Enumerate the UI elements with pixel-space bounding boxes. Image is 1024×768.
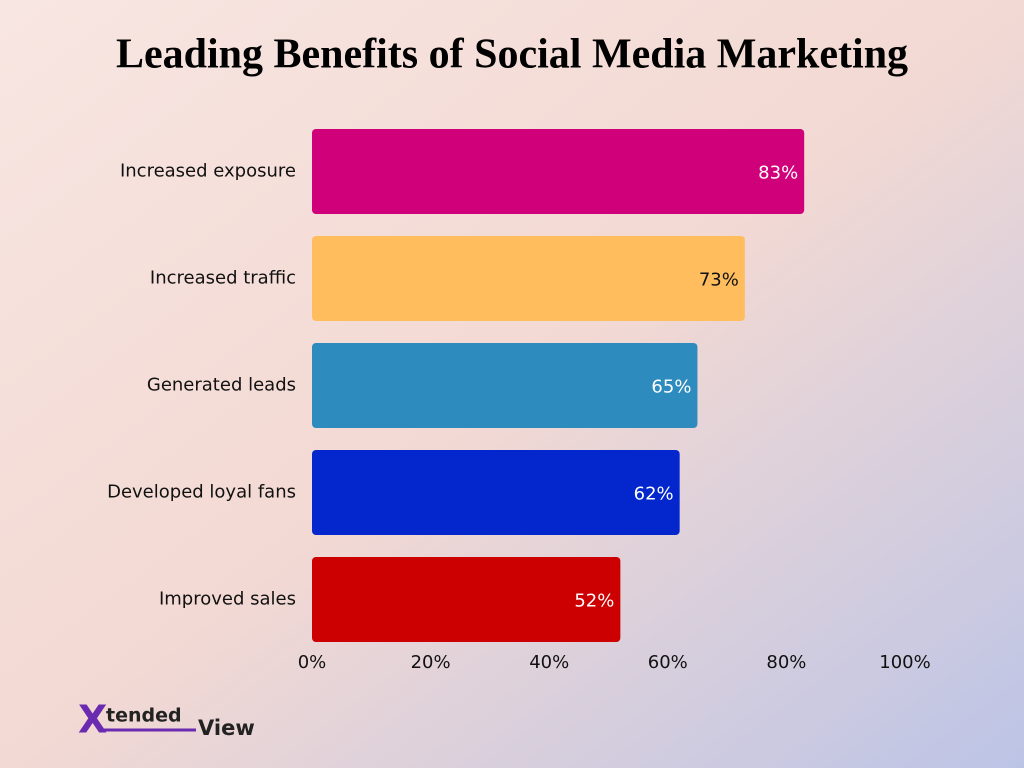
y-tick-label: Increased traffic — [150, 268, 296, 289]
chart-title: Leading Benefits of Social Media Marketi… — [116, 32, 908, 78]
value-label: 73% — [699, 270, 739, 291]
value-label: 52% — [574, 591, 614, 612]
bar — [312, 557, 621, 642]
value-label: 65% — [651, 377, 691, 398]
y-tick-label: Generated leads — [147, 375, 296, 396]
x-tick-label: 100% — [879, 652, 930, 673]
bar — [312, 343, 698, 428]
bar — [312, 236, 745, 321]
bar — [312, 129, 805, 214]
bar — [312, 450, 680, 535]
x-tick-label: 80% — [766, 652, 806, 673]
y-tick-label: Improved sales — [159, 589, 296, 610]
x-tick-label: 60% — [648, 652, 688, 673]
y-tick-label: Increased exposure — [120, 161, 296, 182]
logo-text: View — [198, 716, 255, 740]
x-tick-label: 20% — [411, 652, 451, 673]
y-tick-label: Developed loyal fans — [107, 482, 296, 503]
logo: X tended View — [78, 698, 255, 742]
x-tick-label: 0% — [298, 652, 327, 673]
value-label: 83% — [758, 163, 798, 184]
logo-mark: X — [78, 698, 107, 742]
value-label: 62% — [634, 484, 674, 505]
x-tick-label: 40% — [529, 652, 569, 673]
logo-text: tended — [106, 705, 182, 727]
